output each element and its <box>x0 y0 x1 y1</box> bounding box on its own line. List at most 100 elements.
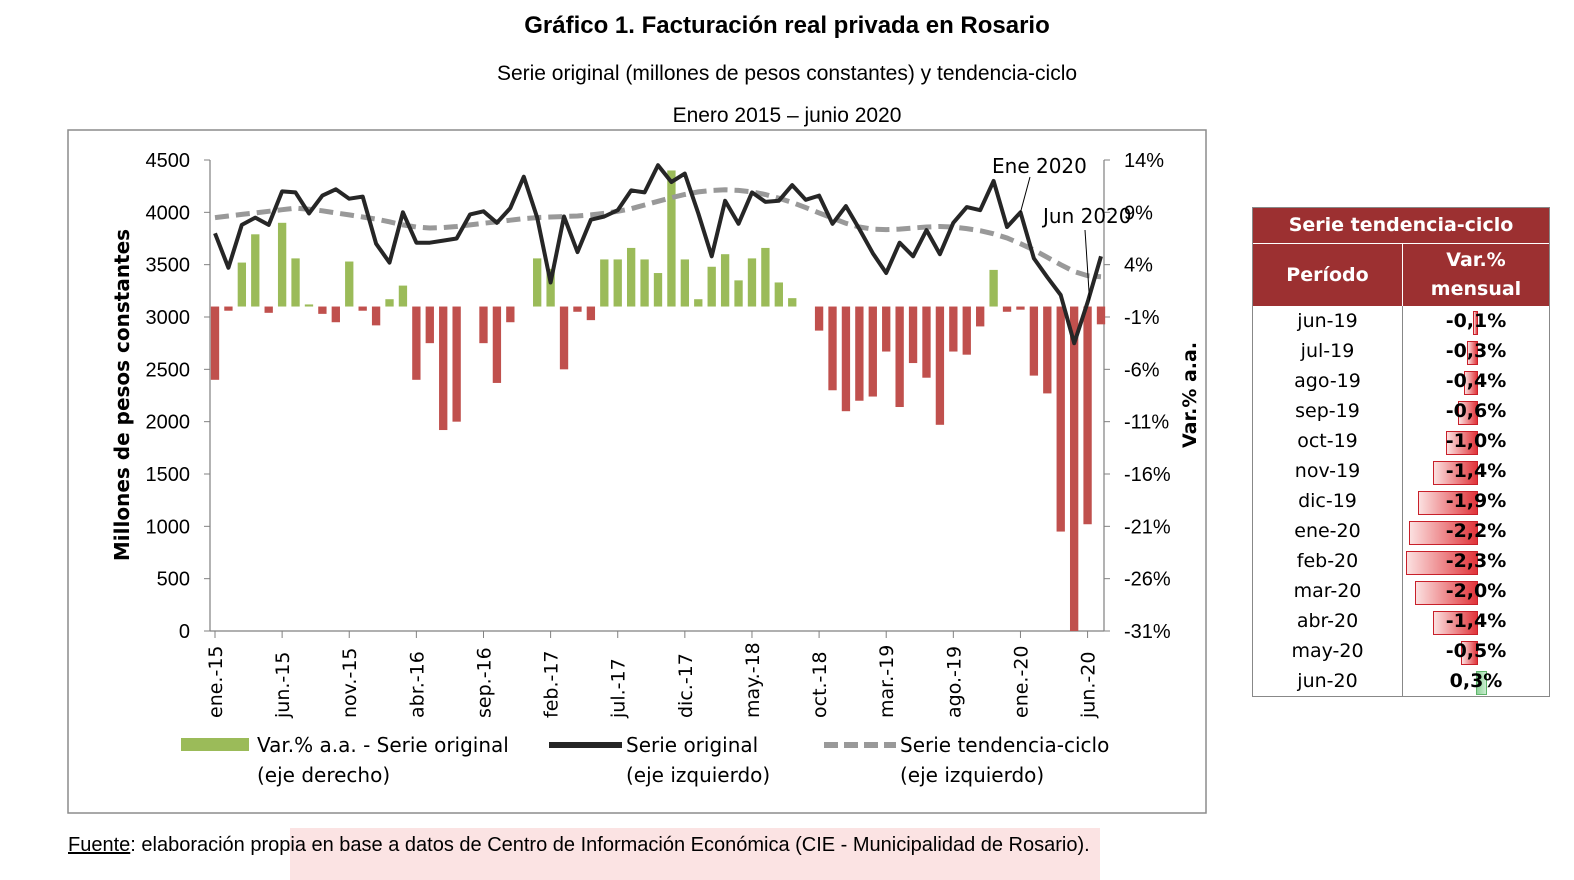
right-tick-label: -31% <box>1124 621 1171 643</box>
table-databar <box>1409 521 1478 545</box>
bar-var-aa <box>546 268 555 307</box>
left-tick-label: 500 <box>157 569 190 591</box>
x-tick-label: abr.-16 <box>406 651 428 718</box>
table-databar <box>1466 341 1478 365</box>
table-cell-value: -2,3% <box>1403 546 1549 576</box>
table-row: sep-19 -0,6% <box>1253 396 1549 426</box>
bar-var-aa <box>1043 306 1052 394</box>
bar-var-aa <box>814 306 824 331</box>
table-cell-value: -0,6% <box>1403 396 1549 426</box>
bar-var-aa <box>439 306 448 431</box>
table-value-label: -0,3% <box>1445 340 1507 362</box>
bar-var-aa <box>600 259 609 307</box>
x-tick-label: jul.-17 <box>608 658 630 719</box>
bar-var-aa <box>640 259 649 307</box>
table-cell-period: abr-20 <box>1253 606 1403 636</box>
table-value-label: -1,4% <box>1445 610 1507 632</box>
table-value-label: -0,4% <box>1445 370 1507 392</box>
table-row: oct-19 -1,0% <box>1253 426 1549 456</box>
bar-var-aa <box>895 306 904 408</box>
table-value-label: -1,9% <box>1445 490 1507 512</box>
table-cell-value: -0,3% <box>1403 336 1549 366</box>
table-cell-period: oct-19 <box>1253 426 1403 456</box>
bar-var-aa <box>533 258 542 307</box>
table-header-var-line1: Var.% <box>1446 249 1506 271</box>
series-line-trend <box>214 187 1102 280</box>
bar-var-aa <box>680 259 690 307</box>
table-cell-period: may-20 <box>1253 636 1403 666</box>
bar-var-aa <box>949 306 958 352</box>
bar-var-aa <box>694 299 703 307</box>
table-row: ene-20 -2,2% <box>1253 516 1549 546</box>
chart-subtitle: Serie original (millones de pesos consta… <box>496 62 1078 85</box>
y-axis-title: Millones de pesos constantes <box>110 229 134 561</box>
bar-var-aa <box>264 306 273 313</box>
table-row: ago-19 -0,4% <box>1253 366 1549 396</box>
bar-var-aa <box>237 262 247 307</box>
table-value-label: -1,4% <box>1445 460 1507 482</box>
annotation-leader-ene <box>1019 176 1031 213</box>
series-line-original <box>213 163 1103 346</box>
right-tick-label: 9% <box>1124 202 1153 224</box>
bar-var-aa <box>1029 306 1039 376</box>
table-databar <box>1406 551 1478 575</box>
bar-var-aa <box>707 266 716 307</box>
table-cell-value: -1,0% <box>1403 426 1549 456</box>
source-label: Fuente <box>68 834 131 856</box>
table-title: Serie tendencia-ciclo <box>1253 208 1549 244</box>
table-cell-period: ene-20 <box>1253 516 1403 546</box>
y2-axis-title: Var.% a.a. <box>1179 342 1201 448</box>
annotation-jun-2020: Jun 2020 <box>1041 204 1132 228</box>
bar-var-aa <box>1016 306 1025 310</box>
table-row: jun-20 0,3% <box>1253 666 1549 696</box>
bar-var-aa <box>734 280 743 307</box>
x-tick-label: feb.-17 <box>541 650 563 718</box>
bar-var-aa <box>613 259 622 307</box>
left-tick-label: 1500 <box>146 464 191 486</box>
table-value-label: 0,3% <box>1449 670 1503 692</box>
bar-var-aa <box>1002 306 1012 312</box>
left-tick-label: 3500 <box>146 255 191 277</box>
right-tick-label: -21% <box>1124 516 1171 538</box>
bar-var-aa <box>573 306 582 312</box>
right-tick-label: -16% <box>1124 464 1171 486</box>
source-text: : elaboración propia en base a datos de … <box>130 834 1090 856</box>
table-row: abr-20 -1,4% <box>1253 606 1549 636</box>
table-cell-value: 0,3% <box>1403 666 1549 696</box>
table-cell-period: ago-19 <box>1253 366 1403 396</box>
bar-var-aa <box>224 306 233 311</box>
right-tick-label: -26% <box>1124 569 1171 591</box>
table-cell-value: -0,4% <box>1403 366 1549 396</box>
table-row: nov-19 -1,4% <box>1253 456 1549 486</box>
bar-var-aa <box>345 261 354 307</box>
bar-var-aa <box>304 304 314 307</box>
bar-var-aa <box>452 306 461 422</box>
table-cell-period: nov-19 <box>1253 456 1403 486</box>
table-databar <box>1472 311 1478 335</box>
table-databar <box>1476 671 1488 695</box>
x-tick-label: ene.-15 <box>205 646 227 719</box>
bar-var-aa <box>479 306 488 344</box>
legend-label: Var.% a.a. - Serie original <box>257 733 509 757</box>
table-body: jun-19 -0,1% jul-19 -0,3% ago-19 -0,4% sep-19 -… <box>1253 306 1549 696</box>
bar-var-aa <box>385 299 394 307</box>
table-cell-period: jul-19 <box>1253 336 1403 366</box>
bar-var-aa <box>922 306 931 378</box>
table-cell-period: feb-20 <box>1253 546 1403 576</box>
table-row: jul-19 -0,3% <box>1253 336 1549 366</box>
bar-var-aa <box>412 306 421 380</box>
annotation-ene-2020: Ene 2020 <box>992 154 1087 178</box>
table-databar <box>1433 611 1478 635</box>
bar-var-aa <box>318 306 327 314</box>
bar-var-aa <box>855 306 864 401</box>
x-tick-label: dic.-17 <box>675 653 697 718</box>
bar-var-aa <box>761 247 770 307</box>
bar-var-aa <box>1083 306 1092 525</box>
bar-var-aa <box>210 306 220 380</box>
table-header: Período Var.% mensual <box>1253 244 1549 306</box>
bar-var-aa <box>989 269 998 307</box>
bar-var-aa <box>908 306 918 364</box>
x-tick-label: jun.-20 <box>1078 652 1100 719</box>
x-tick-label: may.-18 <box>742 642 764 718</box>
bar-var-aa <box>774 282 783 307</box>
